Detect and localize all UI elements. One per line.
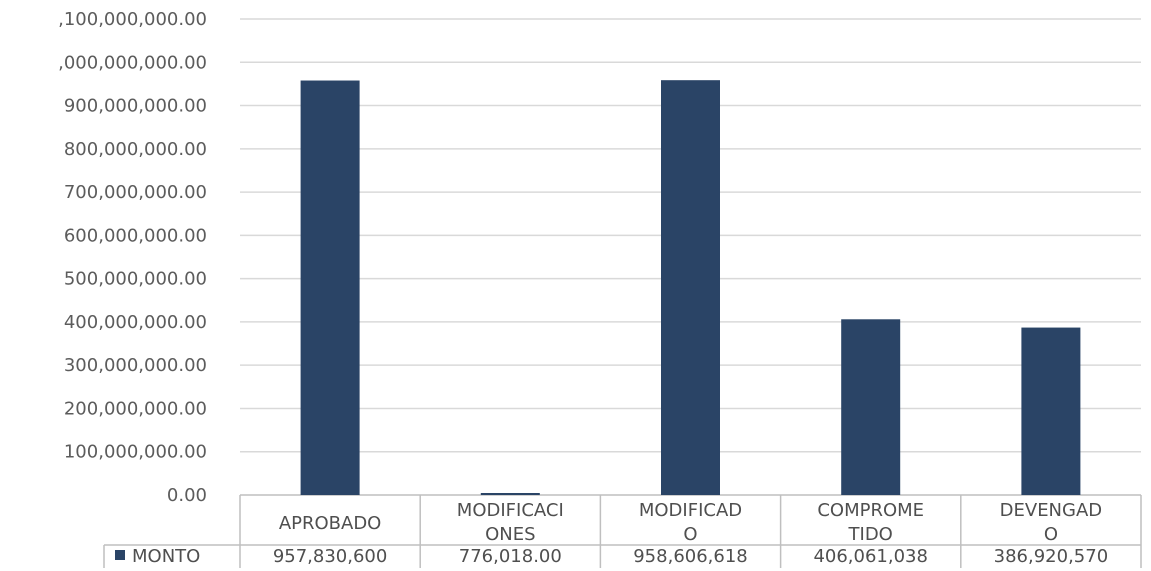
y-axis-tick-label: 100,000,000.00 bbox=[64, 442, 207, 463]
bar bbox=[661, 80, 720, 495]
y-axis-tick-label: 400,000,000.00 bbox=[64, 312, 207, 333]
category-label: MODIFICAD bbox=[639, 500, 742, 521]
bar bbox=[1021, 327, 1081, 495]
y-axis-tick-label: 700,000,000.00 bbox=[64, 182, 207, 203]
category-label: COMPROME bbox=[817, 500, 924, 521]
category-label: APROBADO bbox=[279, 513, 382, 534]
category-label: DEVENGAD bbox=[1000, 500, 1103, 521]
y-axis-tick-label: 800,000,000.00 bbox=[64, 139, 207, 160]
bar bbox=[480, 493, 540, 495]
bar bbox=[841, 319, 901, 495]
data-label: 406,061,038 bbox=[813, 546, 928, 567]
data-label: 957,830,600 bbox=[273, 546, 388, 567]
y-axis-tick-label: 0.00 bbox=[167, 485, 207, 506]
data-label: 386,920,570 bbox=[994, 546, 1109, 567]
category-label: ONES bbox=[485, 524, 535, 545]
category-label: O bbox=[1044, 524, 1058, 545]
bar bbox=[300, 80, 360, 496]
y-axis-tick-label: ,100,000,000.00 bbox=[58, 9, 207, 30]
series-label: MONTO bbox=[132, 546, 200, 567]
category-label: MODIFICACI bbox=[457, 500, 564, 521]
y-axis-tick-label: 300,000,000.00 bbox=[64, 355, 207, 376]
y-axis-tick-label: ,000,000,000.00 bbox=[58, 52, 207, 73]
y-axis-tick-label: 200,000,000.00 bbox=[64, 398, 207, 419]
y-axis-tick-label: 600,000,000.00 bbox=[64, 225, 207, 246]
category-label: O bbox=[683, 524, 697, 545]
data-label: 958,606,618 bbox=[633, 546, 748, 567]
y-axis-tick-label: 900,000,000.00 bbox=[64, 96, 207, 117]
category-label: TIDO bbox=[848, 524, 893, 545]
data-label: 776,018.00 bbox=[459, 546, 562, 567]
y-axis-tick-label: 500,000,000.00 bbox=[64, 269, 207, 290]
legend-swatch bbox=[115, 550, 125, 560]
